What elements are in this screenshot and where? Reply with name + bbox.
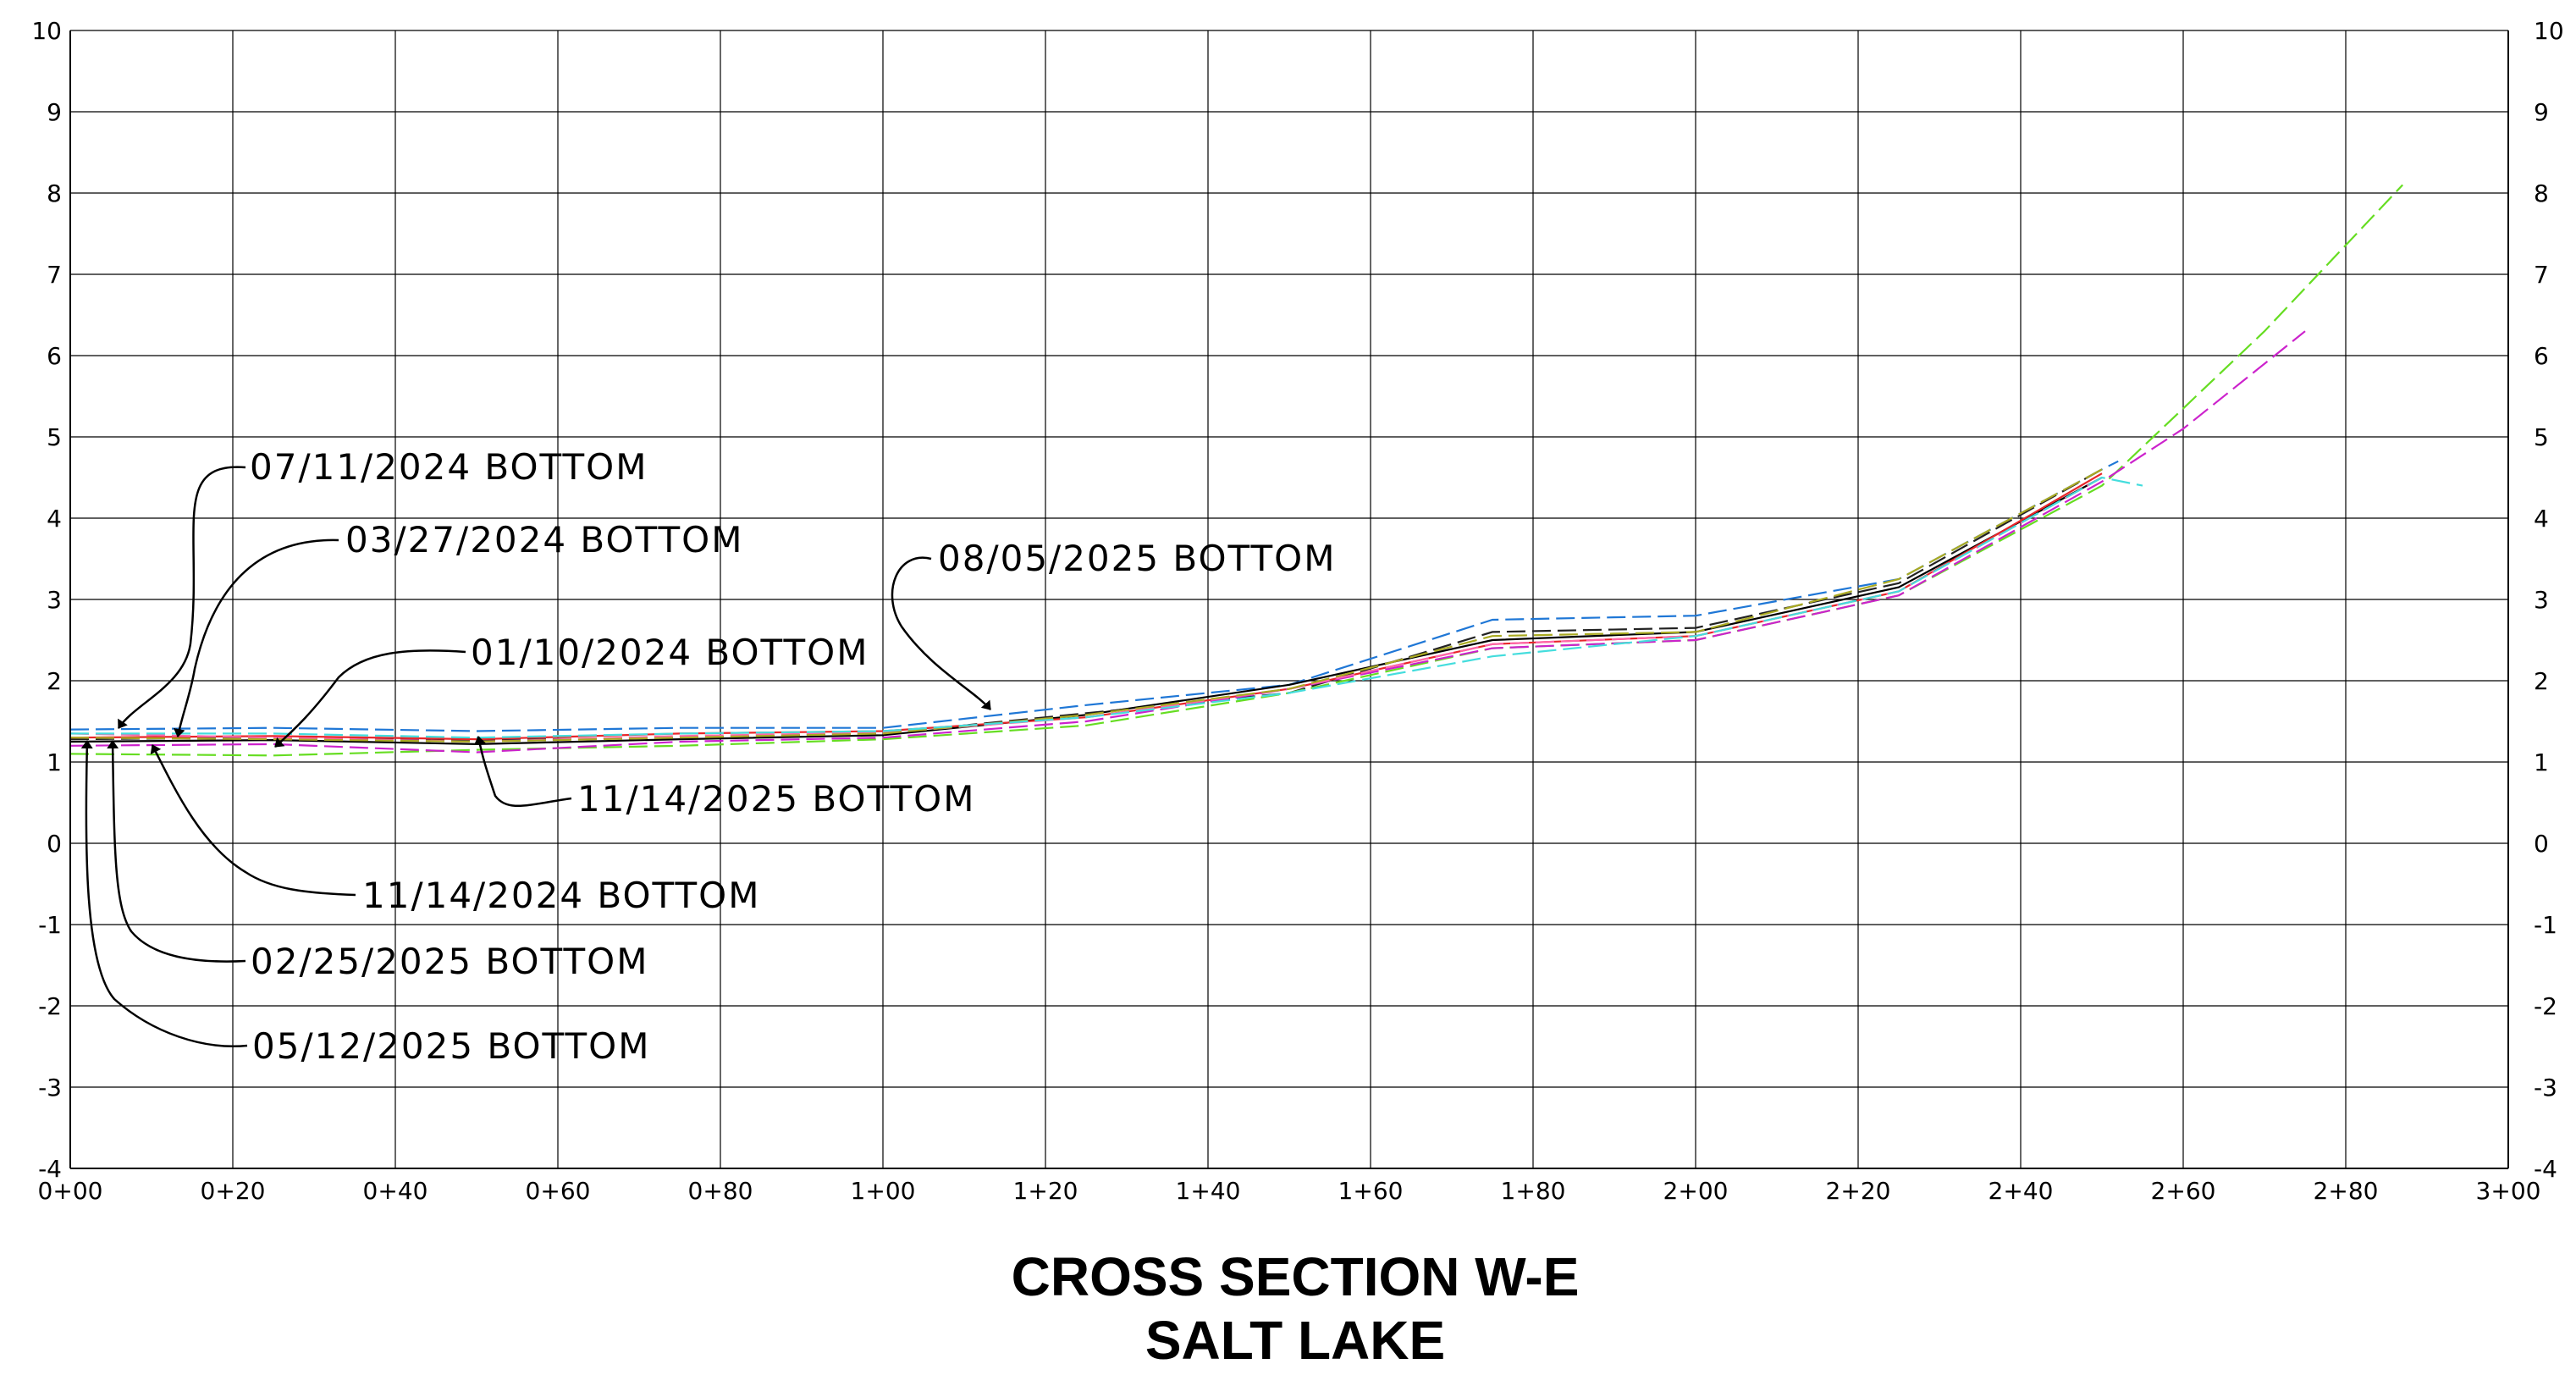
y-tick-label-left: -1: [38, 911, 62, 939]
series-line-8: [69, 468, 2103, 743]
y-tick-label-left: 8: [47, 179, 62, 207]
y-tick-label-left: 10: [31, 17, 62, 45]
y-tick-label-left: 6: [47, 342, 62, 370]
y-tick-label-right: 2: [2534, 667, 2549, 695]
grid: [69, 30, 2509, 1169]
series-line-9: [70, 476, 2143, 739]
y-tick-label-right: 5: [2534, 423, 2549, 451]
annotation-label: 07/11/2024 BOTTOM: [250, 446, 648, 488]
x-tick-label: 1+00: [851, 1177, 916, 1205]
annotation-label: 11/14/2025 BOTTOM: [577, 778, 975, 820]
annotation-label: 05/12/2025 BOTTOM: [252, 1025, 650, 1067]
y-tick-label-left: 7: [47, 261, 62, 289]
annotations: 07/11/2024 BOTTOM 03/27/2024 BOTTOM 01/10/…: [80, 446, 1336, 1067]
annotation-leader: [891, 556, 991, 710]
x-tick-label: 0+80: [688, 1177, 753, 1205]
y-tick-label-right: -2: [2534, 992, 2557, 1020]
annotation-leader: [173, 538, 339, 737]
annotation-leader: [274, 649, 466, 748]
y-tick-label-left: -3: [38, 1074, 62, 1102]
y-tick-label-right: 7: [2534, 261, 2549, 289]
y-tick-label-right: -1: [2534, 911, 2557, 939]
chart-subtitle: SALT LAKE: [1145, 1310, 1445, 1371]
x-tick-label: 3+00: [2476, 1177, 2541, 1205]
x-tick-label: 0+40: [363, 1177, 428, 1205]
annotation-leader: [80, 740, 248, 1047]
x-tick-label: 2+40: [1989, 1177, 2054, 1205]
y-tick-label-right: 6: [2534, 342, 2549, 370]
y-tick-label-right: 1: [2534, 748, 2549, 776]
y-tick-label-right: 9: [2534, 98, 2549, 126]
x-tick-label: 0+00: [38, 1177, 103, 1205]
y-tick-label-right: 10: [2534, 17, 2564, 45]
y-tick-label-left: -2: [38, 992, 62, 1020]
y-tick-label-right: -4: [2534, 1155, 2557, 1183]
x-tick-label: 1+40: [1176, 1177, 1241, 1205]
annotation-label: 01/10/2024 BOTTOM: [471, 632, 869, 673]
y-tick-label-left: -4: [38, 1155, 62, 1183]
x-tick-label: 2+60: [2151, 1177, 2216, 1205]
x-tick-label: 0+60: [526, 1177, 591, 1205]
y-tick-label-right: 3: [2534, 586, 2549, 614]
y-tick-label-left: 5: [47, 423, 62, 451]
annotation-leader: [473, 736, 572, 808]
y-tick-label-left: 9: [47, 98, 62, 126]
x-tick-label: 2+00: [1663, 1177, 1729, 1205]
y-tick-label-left: 1: [47, 748, 62, 776]
annotation-label: 08/05/2025 BOTTOM: [938, 538, 1336, 579]
x-tick-label: 1+60: [1338, 1177, 1404, 1205]
annotation-leader: [117, 466, 246, 729]
x-tick-label: 1+80: [1501, 1177, 1566, 1205]
annotation-label: 02/25/2025 BOTTOM: [251, 941, 648, 982]
annotation-leader: [150, 744, 356, 897]
x-tick-label: 1+20: [1013, 1177, 1078, 1205]
y-tick-label-left: 0: [47, 830, 62, 858]
y-tick-label-left: 2: [47, 667, 62, 695]
annotation-label: 03/27/2024 BOTTOM: [345, 519, 743, 560]
axes: 0+00 0+20 0+40 0+60 0+80 1+00 1+20 1+40 1+60 1+80…: [31, 17, 2563, 1205]
annotation-label: 11/14/2024 BOTTOM: [362, 875, 760, 916]
x-tick-label: 0+20: [201, 1177, 266, 1205]
y-tick-label-right: -3: [2534, 1074, 2557, 1102]
y-tick-label-right: 4: [2534, 505, 2549, 533]
y-tick-label-right: 8: [2534, 179, 2549, 207]
x-tick-label: 2+80: [2314, 1177, 2379, 1205]
series-line-2: [69, 468, 2103, 742]
x-tick-label: 2+20: [1826, 1177, 1891, 1205]
chart-title: CROSS SECTION W-E: [1012, 1246, 1580, 1307]
y-tick-label-right: 0: [2534, 830, 2549, 858]
series-line-3: [69, 477, 2103, 746]
y-tick-label-left: 4: [47, 505, 62, 533]
series-group: [69, 184, 2403, 757]
series-line-1: [69, 460, 2119, 732]
y-tick-label-left: 3: [47, 586, 62, 614]
annotation-leader: [107, 740, 246, 963]
